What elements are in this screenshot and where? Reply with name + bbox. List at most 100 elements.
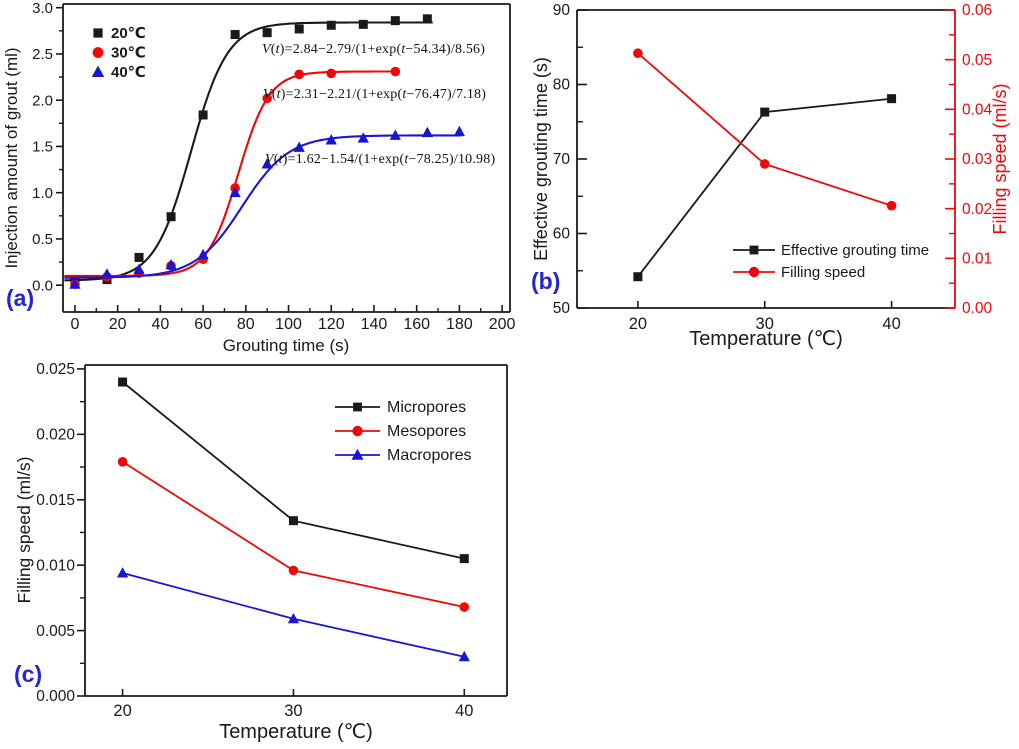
data-point-triangle-marker [101, 268, 113, 279]
data-point-square-marker [262, 28, 272, 38]
legend-label: 40℃ [111, 64, 146, 81]
y-tick-label: 2.5 [32, 46, 53, 63]
y-tick-label: 0.000 [36, 688, 75, 705]
fit-equation: V(t)=2.84−2.79/(1+exp(t−54.34)/8.56) [262, 42, 485, 57]
y-axis-left: 0.0 0.5 1.0 1.5 2.0 2.5 3.0 [32, 0, 63, 294]
panel-label-b: (b) [531, 268, 561, 294]
x-axis-title: Temperature (℃) [689, 328, 843, 350]
x-tick-label: 20 [629, 315, 647, 333]
x-tick-label: 60 [194, 316, 212, 333]
y-right-tick-label: 0.02 [962, 201, 992, 218]
data-point-square-marker [198, 110, 208, 120]
data-point-triangle-marker [91, 65, 105, 77]
y-tick-label: 3.0 [32, 0, 53, 17]
chart-b-grouting-time-and-filling-speed-vs-temperature: 20 30 40 50 60 70 80 90 0.00 0.01 0.02 0.03 0.04 0.05… [531, 2, 1010, 350]
y-tick-label: 0.5 [32, 231, 53, 248]
y-right-tick-label: 0.04 [962, 102, 993, 119]
y-tick-label: 60 [553, 226, 571, 243]
x-tick-label: 40 [882, 315, 900, 333]
y-right-tick-label: 0.06 [962, 2, 992, 19]
data-point-circle-marker [633, 48, 643, 59]
x-tick-label: 30 [284, 702, 302, 720]
data-point-square-marker [749, 245, 759, 255]
data-point-square-marker [358, 19, 368, 29]
legend-item-30-: 30℃ [92, 45, 146, 62]
y-tick-label: 70 [553, 151, 571, 168]
y-tick-label: 2.0 [32, 92, 53, 109]
y-axis-title: Injection amount of grout (ml) [2, 47, 21, 268]
x-axis-title: Temperature (℃) [219, 721, 373, 743]
chart-c-filling-speed-by-pore-size-vs-temperature: 20 30 40 0.000 0.005 0.010 0.015 0.020 0.025 Temp… [14, 361, 508, 743]
data-point-square-marker [134, 252, 144, 262]
data-point-circle-marker [459, 602, 470, 612]
data-point-square-marker [326, 20, 336, 30]
legend-item-40-: 40℃ [91, 64, 146, 81]
fit-equation: V(t)=2.31−2.21/(1+exp(t−76.47)/7.18) [263, 87, 486, 102]
panel-label-a: (a) [6, 285, 35, 311]
x-tick-label: 100 [275, 316, 302, 333]
chart-a-injection-amount-vs-grouting-time: 0 20 40 60 80 100 120 140 160 180 200 0.0 0.5 1.0 1.5 2… [2, 0, 516, 355]
legend: 20℃ 30℃ 40℃ [91, 25, 146, 81]
x-tick-label: 120 [318, 316, 345, 333]
data-point-circle-marker [92, 47, 104, 58]
series-effective-grouting-time [633, 94, 897, 282]
x-axis-title: Grouting time (s) [223, 336, 350, 355]
legend-item-micropores: Micropores [335, 399, 466, 416]
y-tick-label: 0.0 [32, 277, 53, 294]
data-point-triangle-marker [357, 132, 369, 143]
data-point-triangle-marker [389, 129, 401, 140]
data-point-circle-marker [886, 200, 897, 211]
fit-equation: V(t)=1.62−1.54/(1+exp(t−78.25)/10.98) [265, 152, 495, 167]
legend-item-effective-grouting-time: Effective grouting time [733, 242, 929, 259]
y-tick-label: 1.0 [32, 185, 53, 202]
data-point-square-marker [760, 107, 770, 117]
data-point-square-marker [390, 16, 400, 26]
series-micropores [118, 377, 469, 564]
panel-label-c: (c) [14, 661, 43, 687]
series-mesopores [117, 457, 470, 612]
series-filling-speed [633, 48, 897, 211]
y-tick-label: 0.020 [36, 427, 75, 444]
plot-frame [84, 364, 508, 697]
x-tick-label: 160 [403, 316, 430, 333]
data-point-circle-marker [326, 68, 337, 79]
y-tick-label: 0.005 [36, 623, 75, 640]
y-tick-label: 0.015 [36, 492, 75, 509]
data-point-square-marker [288, 516, 298, 526]
y-right-tick-label: 0.00 [962, 300, 993, 317]
data-point-triangle-marker [325, 134, 337, 145]
legend-label: Effective grouting time [781, 242, 929, 259]
y-axis-left: 50 60 70 80 90 [553, 2, 587, 317]
x-axis: 20 30 40 [629, 301, 901, 333]
data-point-square-marker [166, 212, 176, 222]
data-point-triangle-marker [69, 278, 81, 289]
plot-frame [62, 3, 511, 313]
legend-label: Micropores [387, 399, 466, 416]
y-tick-label: 1.5 [32, 139, 53, 156]
legend: Micropores Mesopores Macropores [335, 399, 471, 464]
data-point-circle-marker [262, 93, 272, 104]
x-tick-label: 30 [756, 315, 774, 333]
fit-curve [64, 21, 433, 282]
axis-titles: Temperature (℃) Filling speed (ml/s) [14, 457, 373, 743]
data-point-square-marker [118, 377, 128, 387]
x-tick-label: 80 [237, 316, 255, 333]
x-tick-label: 40 [151, 316, 169, 333]
legend-item-20-: 20℃ [93, 25, 146, 42]
data-point-triangle-marker [458, 650, 470, 662]
data-point-triangle-marker [287, 612, 300, 624]
data-point-triangle-marker [351, 448, 364, 460]
x-tick-label: 20 [113, 702, 131, 720]
x-axis: 20 30 40 [113, 689, 473, 720]
series-macropores [116, 567, 470, 662]
legend-item-macropores: Macropores [335, 447, 471, 464]
legend-item-filling-speed: Filling speed [733, 264, 865, 281]
y-right-tick-label: 0.05 [962, 52, 992, 69]
data-point-circle-marker [759, 159, 770, 169]
data-point-square-marker [633, 272, 643, 282]
fit-equations: V(t)=2.84−2.79/(1+exp(t−54.34)/8.56) V(t)… [262, 42, 495, 167]
x-tick-label: 200 [489, 316, 516, 333]
series-line [122, 461, 465, 608]
series-40- [64, 125, 466, 289]
axis-titles: Temperature (℃) Effective grouting time (… [531, 57, 1010, 350]
